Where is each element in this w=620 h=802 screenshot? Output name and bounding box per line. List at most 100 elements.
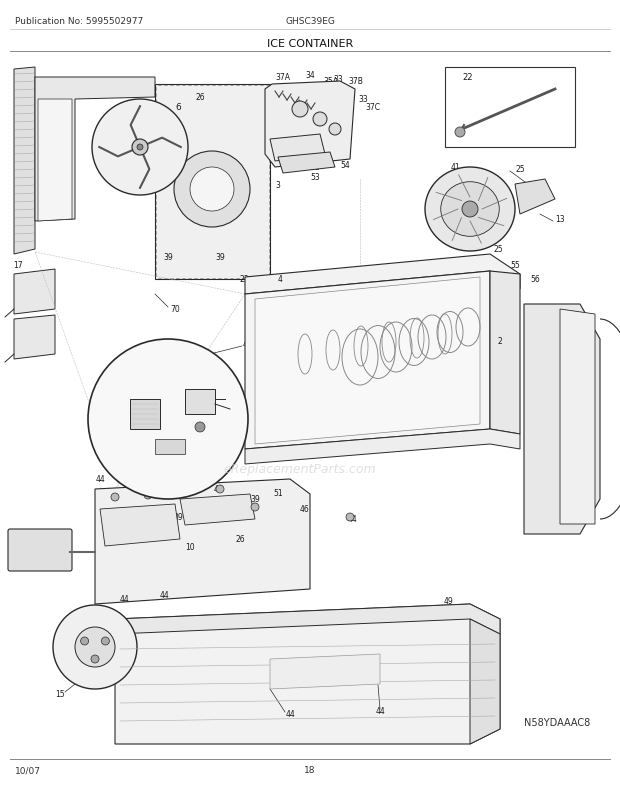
Polygon shape [14,269,55,314]
Text: 53: 53 [310,173,320,182]
Polygon shape [265,82,355,168]
Circle shape [137,145,143,151]
Polygon shape [524,305,600,534]
Text: 7: 7 [565,495,570,504]
Circle shape [251,504,259,512]
Text: 39: 39 [163,253,173,262]
Text: 49: 49 [443,597,453,606]
Ellipse shape [441,183,499,237]
Text: 3: 3 [275,181,280,190]
Polygon shape [115,604,500,744]
Text: 10/07: 10/07 [15,766,41,775]
Text: eReplacementParts.com: eReplacementParts.com [224,463,376,476]
Circle shape [144,492,152,500]
Text: 10: 10 [185,543,195,552]
Text: N58YDAAAC8: N58YDAAAC8 [524,717,590,727]
Text: 44: 44 [375,707,385,715]
Polygon shape [490,272,520,435]
Polygon shape [38,100,72,221]
Circle shape [53,606,137,689]
Text: 23: 23 [240,275,250,284]
Text: 54: 54 [340,160,350,169]
Polygon shape [255,277,480,444]
Ellipse shape [425,168,515,252]
Text: 45C: 45C [120,403,135,412]
Circle shape [174,152,250,228]
Text: 17: 17 [13,260,22,269]
Text: 44: 44 [285,710,295,719]
Polygon shape [470,619,500,744]
Polygon shape [115,604,500,634]
Text: 44: 44 [120,595,130,604]
Polygon shape [95,480,310,604]
Circle shape [92,100,188,196]
Text: 34: 34 [305,71,315,79]
Text: 18: 18 [304,766,316,775]
FancyBboxPatch shape [8,529,72,571]
Circle shape [190,168,234,212]
Text: 37C: 37C [365,103,380,112]
Text: 4: 4 [278,275,283,284]
Circle shape [88,339,248,500]
Text: 44: 44 [170,471,180,480]
Circle shape [313,113,327,127]
Text: 44: 44 [130,473,140,482]
Text: 44: 44 [160,591,170,600]
Polygon shape [155,439,185,455]
Text: 37B: 37B [348,78,363,87]
Text: 45B: 45B [205,427,220,436]
Text: 2: 2 [497,337,502,346]
Text: 44: 44 [347,515,357,524]
Text: 26: 26 [195,93,205,103]
Text: 25: 25 [493,245,503,254]
Circle shape [195,423,205,432]
Text: 33: 33 [333,75,343,84]
Polygon shape [185,390,215,415]
Text: 41: 41 [450,162,460,172]
Text: 35B: 35B [305,164,320,172]
Text: 26: 26 [385,380,395,389]
Text: 13: 13 [555,215,565,225]
Circle shape [292,102,308,118]
Circle shape [102,638,109,645]
Polygon shape [100,504,180,546]
Circle shape [462,202,478,217]
Polygon shape [130,399,160,429]
Text: 70: 70 [170,305,180,314]
Polygon shape [14,68,35,255]
Polygon shape [14,316,55,359]
Circle shape [81,638,89,645]
Text: 46: 46 [300,505,310,514]
Circle shape [329,124,341,136]
Text: 45D: 45D [177,378,193,387]
Text: 45A: 45A [151,453,166,462]
Text: 15: 15 [55,690,65,699]
Text: 26: 26 [325,400,335,409]
Text: 34: 34 [345,91,355,99]
Polygon shape [560,310,595,525]
Text: 25: 25 [515,165,525,174]
Polygon shape [245,272,490,449]
Text: 47: 47 [220,505,230,514]
Polygon shape [270,135,325,162]
Polygon shape [155,85,270,280]
Text: 16: 16 [90,642,100,652]
Circle shape [346,513,354,521]
Text: 39: 39 [173,512,183,522]
Text: 39: 39 [250,495,260,504]
Polygon shape [445,68,575,148]
Text: 52: 52 [270,150,280,160]
Text: 37A: 37A [275,74,290,83]
Polygon shape [35,78,155,221]
Circle shape [181,488,189,496]
Text: 50: 50 [108,440,118,449]
Circle shape [91,655,99,663]
Text: 51: 51 [273,489,283,498]
Polygon shape [180,494,255,525]
Polygon shape [278,153,335,174]
Circle shape [111,493,119,501]
Text: 18: 18 [12,538,22,547]
Polygon shape [270,654,380,689]
Circle shape [75,627,115,667]
Text: 6: 6 [175,103,181,112]
